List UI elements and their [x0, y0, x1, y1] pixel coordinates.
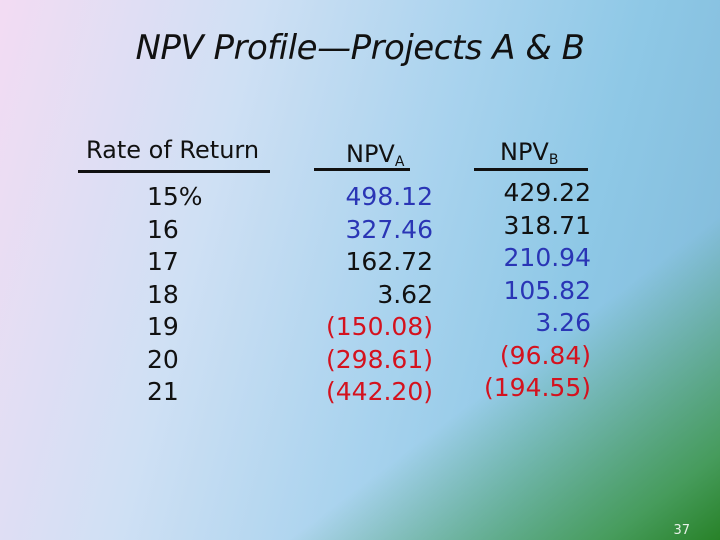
npv-b-cell: 3.26	[535, 308, 591, 337]
header-rule-rate	[78, 170, 270, 173]
header-npv-b-main: NPV	[500, 138, 549, 166]
page-number: 37	[673, 523, 690, 538]
rate-cell: 19	[147, 312, 179, 341]
header-rule-npv-b	[474, 168, 588, 171]
rate-cell: 15%	[147, 182, 203, 211]
rate-cell: 17	[147, 247, 179, 276]
header-npv-b: NPVB	[500, 138, 558, 168]
npv-b-cell: 105.82	[503, 275, 591, 305]
header-npv-a-main: NPV	[346, 140, 395, 168]
header-rate-of-return: Rate of Return	[86, 136, 260, 164]
npv-a-cell: (298.61)	[326, 344, 433, 374]
header-npv-b-subscript: B	[548, 152, 559, 168]
npv-a-cell: (442.20)	[326, 377, 433, 406]
rate-cell: 16	[147, 214, 179, 244]
npv-a-cell: 3.62	[377, 279, 433, 309]
npv-a-cell: 327.46	[345, 214, 433, 244]
rate-cell: 20	[147, 344, 179, 374]
npv-a-cell: (150.08)	[326, 312, 433, 341]
npv-b-cell: 210.94	[503, 243, 591, 272]
header-npv-a-subscript: A	[394, 154, 405, 170]
npv-b-cell: 429.22	[503, 178, 591, 207]
header-rule-npv-a	[314, 168, 410, 171]
rate-cell: 18	[147, 279, 179, 309]
npv-a-cell: 162.72	[345, 247, 433, 276]
npv-b-cell: (194.55)	[484, 373, 591, 402]
npv-b-cell: 318.71	[503, 210, 591, 240]
rate-cell: 21	[147, 377, 179, 406]
npv-b-cell: (96.84)	[499, 340, 591, 370]
header-npv-a: NPVA	[346, 140, 404, 170]
npv-a-cell: 498.12	[345, 182, 433, 211]
slide-title: NPV Profile—Projects A & B	[135, 28, 585, 68]
